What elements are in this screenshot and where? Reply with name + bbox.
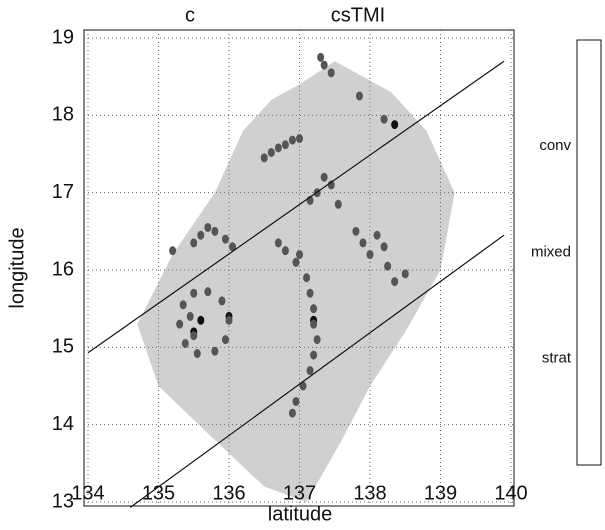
data-point xyxy=(218,296,226,306)
data-point xyxy=(384,261,392,271)
boundary-line xyxy=(129,234,505,508)
data-point xyxy=(352,226,360,236)
data-point xyxy=(288,408,296,418)
data-point xyxy=(179,300,187,310)
data-point xyxy=(310,319,318,329)
colorbar-frame xyxy=(576,39,602,466)
data-point xyxy=(306,366,314,376)
legend-label: conv xyxy=(539,137,571,154)
x-tick-label: 139 xyxy=(424,482,457,504)
data-point xyxy=(380,242,388,252)
data-point xyxy=(225,315,233,325)
data-point xyxy=(204,222,212,232)
data-point xyxy=(303,273,311,283)
data-point xyxy=(327,180,335,190)
data-point xyxy=(380,114,388,124)
data-point xyxy=(190,238,198,248)
data-point xyxy=(306,288,314,298)
data-point xyxy=(281,246,289,256)
data-point xyxy=(317,52,325,62)
data-point xyxy=(274,143,282,153)
y-tick-label: 13 xyxy=(52,490,74,512)
data-point xyxy=(313,335,321,345)
y-tick-label: 15 xyxy=(52,336,74,358)
data-point xyxy=(229,242,237,252)
data-point xyxy=(221,234,229,244)
x-tick-label: 137 xyxy=(283,482,316,504)
data-point xyxy=(310,350,318,360)
y-axis-label: longitude xyxy=(6,227,28,308)
panel-label: c xyxy=(185,4,195,26)
data-point xyxy=(327,68,335,78)
data-point xyxy=(373,230,381,240)
data-point xyxy=(169,246,177,256)
x-tick-label: 138 xyxy=(353,482,386,504)
x-tick-label: 134 xyxy=(71,482,104,504)
data-point xyxy=(197,315,205,325)
data-point xyxy=(211,226,219,236)
data-point xyxy=(260,153,268,163)
data-point xyxy=(186,311,194,321)
data-point xyxy=(391,120,399,130)
data-point xyxy=(190,288,198,298)
x-tick-label: 135 xyxy=(142,482,175,504)
data-point xyxy=(288,135,296,145)
data-point xyxy=(299,381,307,391)
data-point xyxy=(281,140,289,150)
legend-label: mixed xyxy=(531,243,571,260)
data-point xyxy=(334,199,342,209)
data-point xyxy=(274,238,282,248)
data-point xyxy=(310,304,318,314)
data-point xyxy=(190,331,198,341)
data-point xyxy=(391,277,399,287)
data-point xyxy=(292,396,300,406)
data-point xyxy=(204,287,212,297)
data-point xyxy=(292,257,300,267)
y-tick-label: 14 xyxy=(52,413,74,435)
data-point xyxy=(197,230,205,240)
y-tick-label: 18 xyxy=(52,104,74,126)
x-tick-label: 140 xyxy=(494,482,527,504)
y-tick-label: 19 xyxy=(52,26,74,48)
strat-region xyxy=(137,61,455,502)
data-point xyxy=(267,147,275,157)
data-point xyxy=(320,60,328,70)
x-axis-label: latitude xyxy=(268,503,333,525)
data-point xyxy=(401,269,409,279)
data-point xyxy=(193,349,201,359)
data-point xyxy=(221,335,229,345)
y-tick-label: 17 xyxy=(52,181,74,203)
data-point xyxy=(359,238,367,248)
data-point xyxy=(320,172,328,182)
data-point xyxy=(176,319,184,329)
legend-label: strat xyxy=(542,350,572,367)
data-point xyxy=(355,91,363,101)
y-tick-label: 16 xyxy=(52,258,74,280)
chart-title: csTMI xyxy=(331,4,385,26)
x-tick-label: 136 xyxy=(212,482,245,504)
boundary-line xyxy=(87,60,505,354)
data-point xyxy=(211,346,219,356)
data-point xyxy=(181,338,189,348)
